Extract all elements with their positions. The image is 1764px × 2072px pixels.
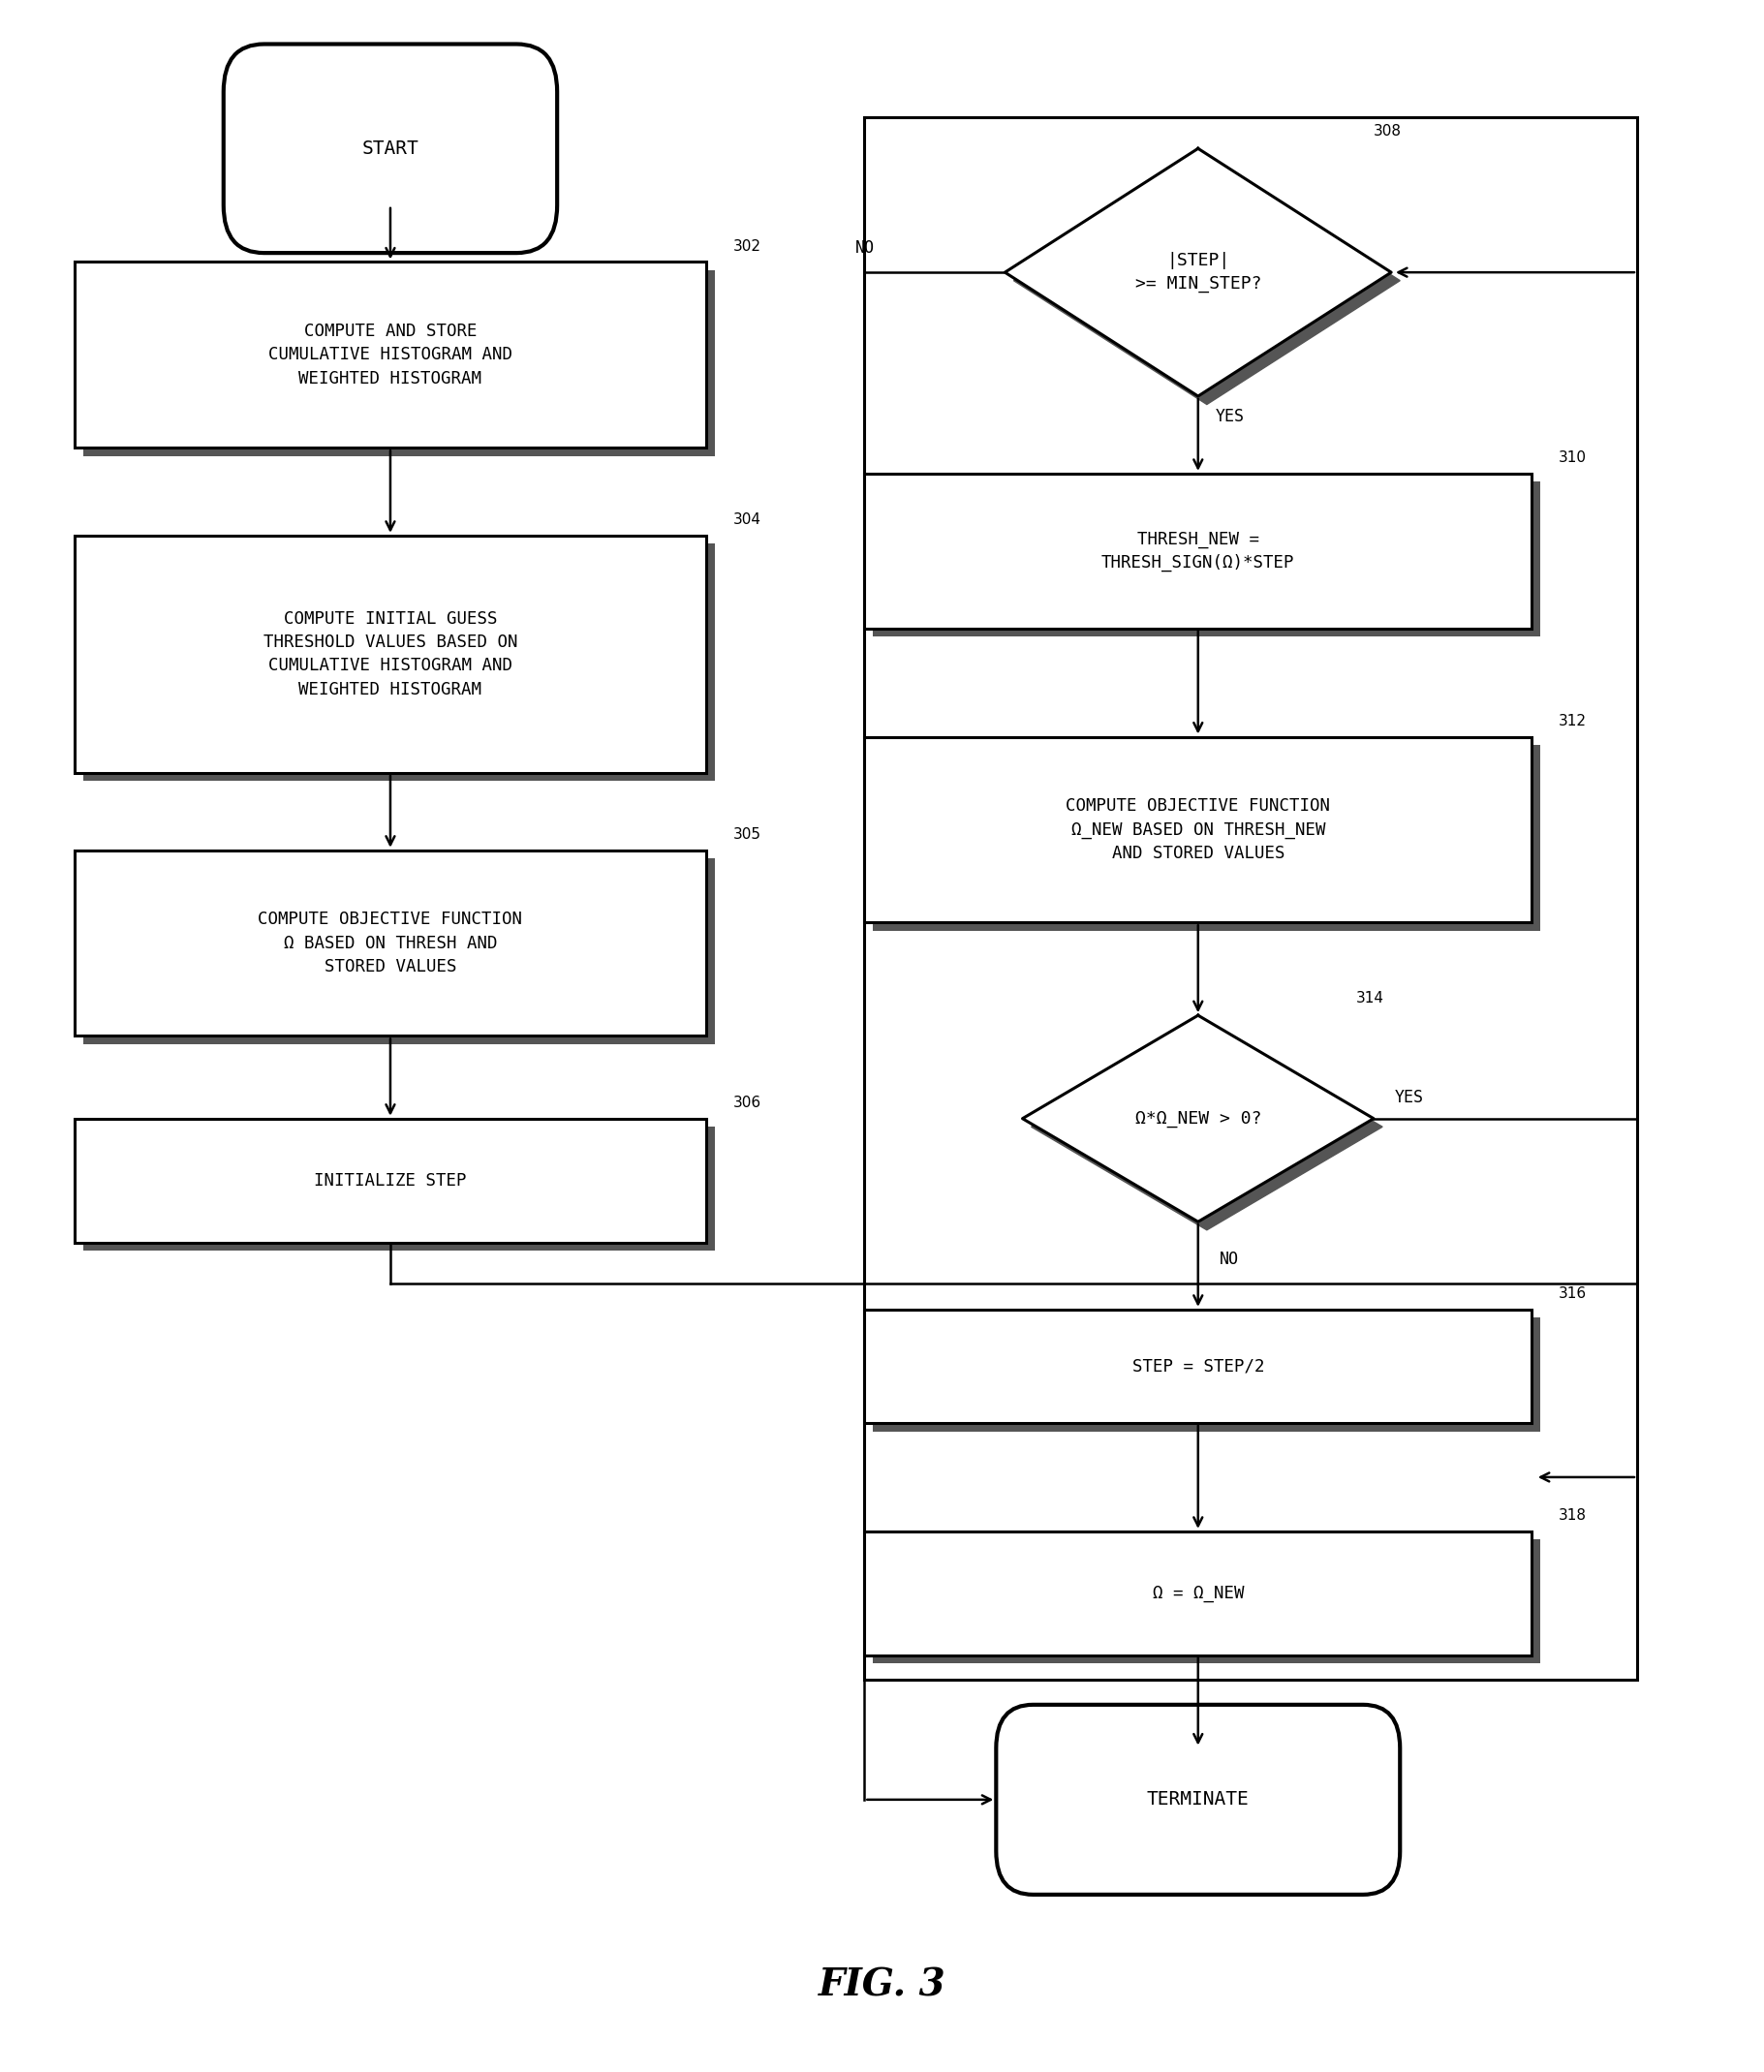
Polygon shape — [1032, 1024, 1383, 1231]
Text: 316: 316 — [1558, 1287, 1586, 1301]
Text: STEP = STEP/2: STEP = STEP/2 — [1132, 1357, 1265, 1376]
FancyBboxPatch shape — [224, 44, 557, 253]
Text: COMPUTE OBJECTIVE FUNCTION
Ω_NEW BASED ON THRESH_NEW
AND STORED VALUES: COMPUTE OBJECTIVE FUNCTION Ω_NEW BASED O… — [1065, 798, 1330, 862]
Text: NO: NO — [1219, 1249, 1238, 1268]
Text: COMPUTE INITIAL GUESS
THRESHOLD VALUES BASED ON
CUMULATIVE HISTOGRAM AND
WEIGHTE: COMPUTE INITIAL GUESS THRESHOLD VALUES B… — [263, 609, 517, 698]
Bar — [83, 269, 714, 456]
Text: 304: 304 — [732, 512, 760, 526]
Text: TERMINATE: TERMINATE — [1147, 1790, 1249, 1809]
Bar — [873, 1318, 1540, 1432]
Polygon shape — [1005, 149, 1392, 396]
Bar — [74, 850, 706, 1036]
Text: |STEP|
>= MIN_STEP?: |STEP| >= MIN_STEP? — [1134, 253, 1261, 292]
Text: 302: 302 — [732, 238, 760, 253]
Text: 310: 310 — [1558, 452, 1586, 466]
Bar — [864, 118, 1637, 1680]
Bar — [74, 261, 706, 448]
FancyBboxPatch shape — [997, 1705, 1401, 1894]
Bar — [873, 483, 1540, 636]
Text: 318: 318 — [1558, 1508, 1586, 1523]
Text: START: START — [362, 139, 418, 157]
Polygon shape — [1014, 157, 1401, 404]
Bar — [74, 1119, 706, 1243]
Text: INITIALIZE STEP: INITIALIZE STEP — [314, 1173, 467, 1189]
Text: 314: 314 — [1357, 990, 1385, 1005]
Text: FIG. 3: FIG. 3 — [818, 1966, 946, 2004]
Text: COMPUTE AND STORE
CUMULATIVE HISTOGRAM AND
WEIGHTED HISTOGRAM: COMPUTE AND STORE CUMULATIVE HISTOGRAM A… — [268, 323, 512, 387]
Bar — [864, 474, 1531, 628]
Text: COMPUTE OBJECTIVE FUNCTION
Ω BASED ON THRESH AND
STORED VALUES: COMPUTE OBJECTIVE FUNCTION Ω BASED ON TH… — [258, 912, 522, 976]
Bar — [864, 738, 1531, 922]
Text: YES: YES — [1395, 1090, 1424, 1106]
Bar — [873, 1539, 1540, 1664]
Bar — [74, 535, 706, 773]
Bar — [83, 1127, 714, 1251]
Text: Ω*Ω_NEW > 0?: Ω*Ω_NEW > 0? — [1134, 1111, 1261, 1127]
Text: YES: YES — [1215, 408, 1245, 425]
Text: THRESH_NEW =
THRESH_SIGN(Ω)*STEP: THRESH_NEW = THRESH_SIGN(Ω)*STEP — [1101, 530, 1295, 572]
Text: 305: 305 — [732, 827, 760, 841]
Text: 312: 312 — [1558, 715, 1586, 729]
Polygon shape — [1023, 1015, 1374, 1222]
Bar — [873, 746, 1540, 930]
Text: Ω = Ω_NEW: Ω = Ω_NEW — [1152, 1585, 1244, 1602]
Text: 308: 308 — [1374, 124, 1402, 139]
Text: 306: 306 — [732, 1096, 760, 1111]
Bar — [83, 858, 714, 1044]
Bar — [83, 543, 714, 781]
Text: NO: NO — [856, 238, 875, 257]
Bar — [864, 1310, 1531, 1423]
Bar — [864, 1531, 1531, 1656]
